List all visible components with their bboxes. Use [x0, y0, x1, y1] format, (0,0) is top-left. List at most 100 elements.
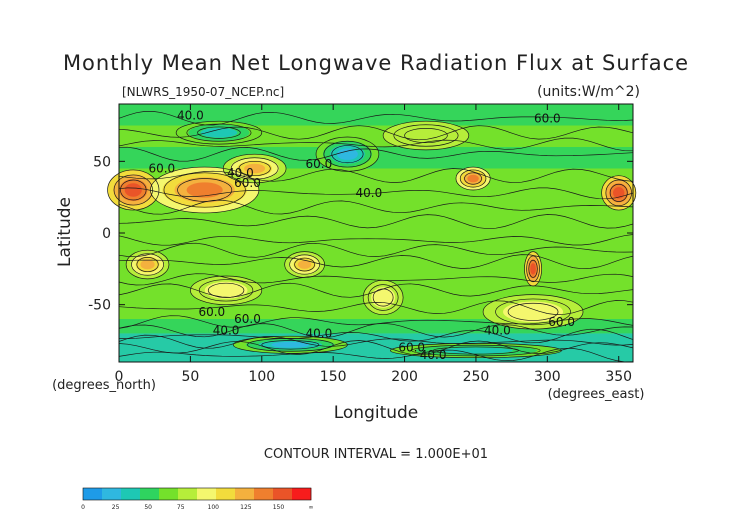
contour-ring	[186, 123, 252, 142]
contour-line	[118, 340, 634, 356]
colorbar-swatch	[273, 488, 293, 500]
colorbar-swatch	[83, 488, 103, 500]
colorbar-tick-label: 100	[208, 504, 220, 511]
colorbar-tick-label: 150	[273, 504, 285, 511]
x-tick-label: 150	[320, 369, 347, 385]
contour-ring	[323, 140, 372, 168]
y-tick-label: 0	[102, 226, 111, 242]
contour-ring	[507, 302, 559, 321]
contour-ring	[284, 251, 325, 278]
heat-region	[371, 287, 396, 308]
x-ticks: 0 50 100 150 200 250 300 350	[115, 104, 632, 385]
contour-interval-label: CONTOUR INTERVAL = 1.000E+01	[264, 447, 488, 462]
contour-label: 40.0	[484, 323, 511, 337]
contour-line	[118, 323, 634, 338]
contour-label: 60.0	[534, 111, 561, 125]
contour-label: 40.0	[177, 108, 204, 122]
heat-region	[200, 127, 238, 138]
contour-label: 40.0	[420, 348, 447, 362]
contour-label: 60.0	[198, 305, 225, 319]
contour-ring	[120, 179, 147, 201]
x-tick-label: 200	[391, 369, 418, 385]
heat-region	[613, 187, 625, 199]
contour-ring	[247, 337, 334, 352]
contour-label: 40.0	[356, 186, 383, 200]
contour-ring	[131, 253, 164, 276]
heat-region	[439, 347, 513, 354]
x-tick-label: 250	[463, 369, 490, 385]
contour-ring	[163, 172, 246, 208]
source-label: [NLWRS_1950-07_NCEP.nc]	[122, 85, 284, 99]
y-tick-label: -50	[88, 298, 111, 314]
contour-line	[118, 254, 634, 270]
x-tick-label: 100	[248, 369, 275, 385]
contour-label: 60.0	[548, 315, 575, 329]
contour-ring	[177, 178, 233, 202]
y-unit-label: (degrees_north)	[52, 378, 156, 393]
contour-ring	[367, 284, 399, 311]
y-axis-label: Latitude	[55, 197, 75, 267]
contour-labels: 40.060.0 40.060.060.040.060.060.040.060.0…	[148, 108, 574, 361]
contour-line	[118, 168, 634, 184]
contour-lines	[107, 111, 637, 363]
contour-ring	[404, 128, 448, 144]
contour-ring	[107, 169, 160, 211]
contour-ring	[136, 257, 159, 273]
x-tick-label: 0	[115, 369, 124, 385]
contour-ring	[315, 136, 380, 172]
contour-label: 60.0	[398, 341, 425, 355]
colorbar-swatch	[292, 488, 312, 500]
contour-ring	[482, 294, 584, 330]
colorbar	[82, 487, 312, 501]
contour-line	[118, 125, 634, 141]
contour-ring	[238, 160, 271, 177]
contour-ring	[150, 166, 260, 214]
contour-ring	[432, 346, 520, 355]
contour-ring	[526, 255, 540, 283]
contour-label: 40.0	[213, 323, 240, 337]
contour-ring	[464, 172, 483, 185]
colorbar-swatch	[254, 488, 274, 500]
contour-ring	[528, 259, 538, 278]
contour-label: 40.0	[227, 166, 254, 180]
colorbar-swatch	[178, 488, 198, 500]
colorbar-tick-label: 25	[112, 504, 120, 511]
x-tick-label: 350	[605, 369, 632, 385]
contour-line	[118, 242, 634, 258]
heat-region	[336, 148, 358, 160]
contour-label: 60.0	[234, 176, 261, 190]
colorbar-frame	[82, 487, 312, 501]
contour-line	[118, 347, 634, 363]
colorbar-tick-label: 75	[177, 504, 185, 511]
heat-region	[140, 259, 155, 270]
contour-ring	[372, 288, 394, 307]
contour-line	[118, 234, 634, 246]
heat-region	[244, 163, 266, 174]
colorbar-swatch	[197, 488, 217, 500]
colorbar-swatch	[102, 488, 122, 500]
contour-ring	[175, 120, 263, 145]
contour-ring	[207, 282, 245, 298]
x-tick-label: 50	[181, 369, 199, 385]
y-ticks: 50 0 -50	[88, 154, 633, 314]
contour-ring	[113, 174, 153, 206]
heat-region	[530, 263, 536, 275]
contour-ring	[190, 275, 263, 306]
contour-ring	[289, 254, 320, 275]
contour-ring	[393, 124, 459, 147]
colorbar-tick-label: 50	[144, 504, 152, 511]
units-label: (units:W/m^2)	[537, 84, 640, 100]
contour-line	[118, 146, 634, 162]
latitude-band	[119, 254, 633, 276]
heat-region	[383, 121, 469, 150]
heat-region	[204, 281, 248, 299]
heat-region	[467, 174, 479, 183]
contour-ring	[198, 279, 254, 302]
contour-ring	[230, 157, 279, 180]
contour-ring	[459, 169, 487, 188]
contour-ring	[411, 344, 541, 357]
contour-ring	[222, 153, 287, 184]
heat-region	[503, 301, 564, 323]
contour-ring	[495, 298, 571, 326]
contour-line	[118, 187, 634, 200]
